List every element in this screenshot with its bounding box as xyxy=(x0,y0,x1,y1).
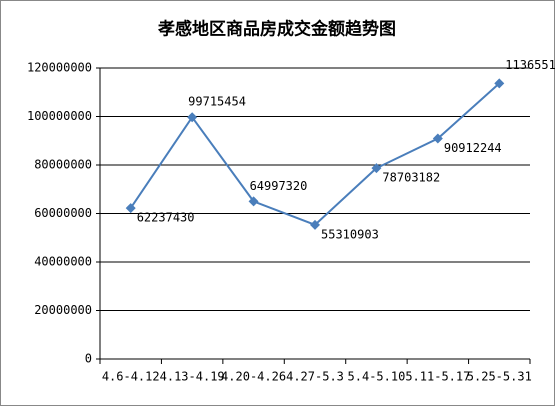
data-label: 99715454 xyxy=(188,95,246,109)
chart-title: 孝感地区商品房成交金额趋势图 xyxy=(158,19,396,40)
y-tick-label: 120000000 xyxy=(27,61,92,75)
x-tick-label: 4.27-5.3 xyxy=(286,370,344,384)
point-marker xyxy=(248,196,259,207)
point-marker xyxy=(187,112,198,123)
data-label: 64997320 xyxy=(250,179,308,193)
data-label: 62237430 xyxy=(137,211,195,225)
y-tick-label: 80000000 xyxy=(34,158,92,172)
x-tick-label: 5.11-5.17 xyxy=(405,370,470,384)
x-tick-label: 5.4-5.10 xyxy=(348,370,406,384)
point-marker xyxy=(432,133,443,144)
data-label: 78703182 xyxy=(382,171,440,185)
x-tick-label: 4.6-4.12 xyxy=(102,370,160,384)
x-tick-label: 5.25-5.31 xyxy=(467,370,532,384)
data-label: 90912244 xyxy=(444,141,502,155)
x-tick-label: 4.20-4.26 xyxy=(221,370,286,384)
data-label: 113655166 xyxy=(505,58,555,72)
y-tick-label: 60000000 xyxy=(34,206,92,220)
x-tick-label: 4.13-4.19 xyxy=(160,370,225,384)
point-marker xyxy=(371,163,382,174)
y-tick-label: 20000000 xyxy=(34,303,92,317)
point-marker xyxy=(310,219,320,230)
data-label: 55310903 xyxy=(321,227,379,241)
point-marker xyxy=(494,78,505,89)
y-tick-label: 0 xyxy=(85,352,92,366)
y-tick-label: 40000000 xyxy=(34,255,92,269)
y-tick-label: 100000000 xyxy=(27,109,92,123)
point-marker xyxy=(125,203,136,214)
